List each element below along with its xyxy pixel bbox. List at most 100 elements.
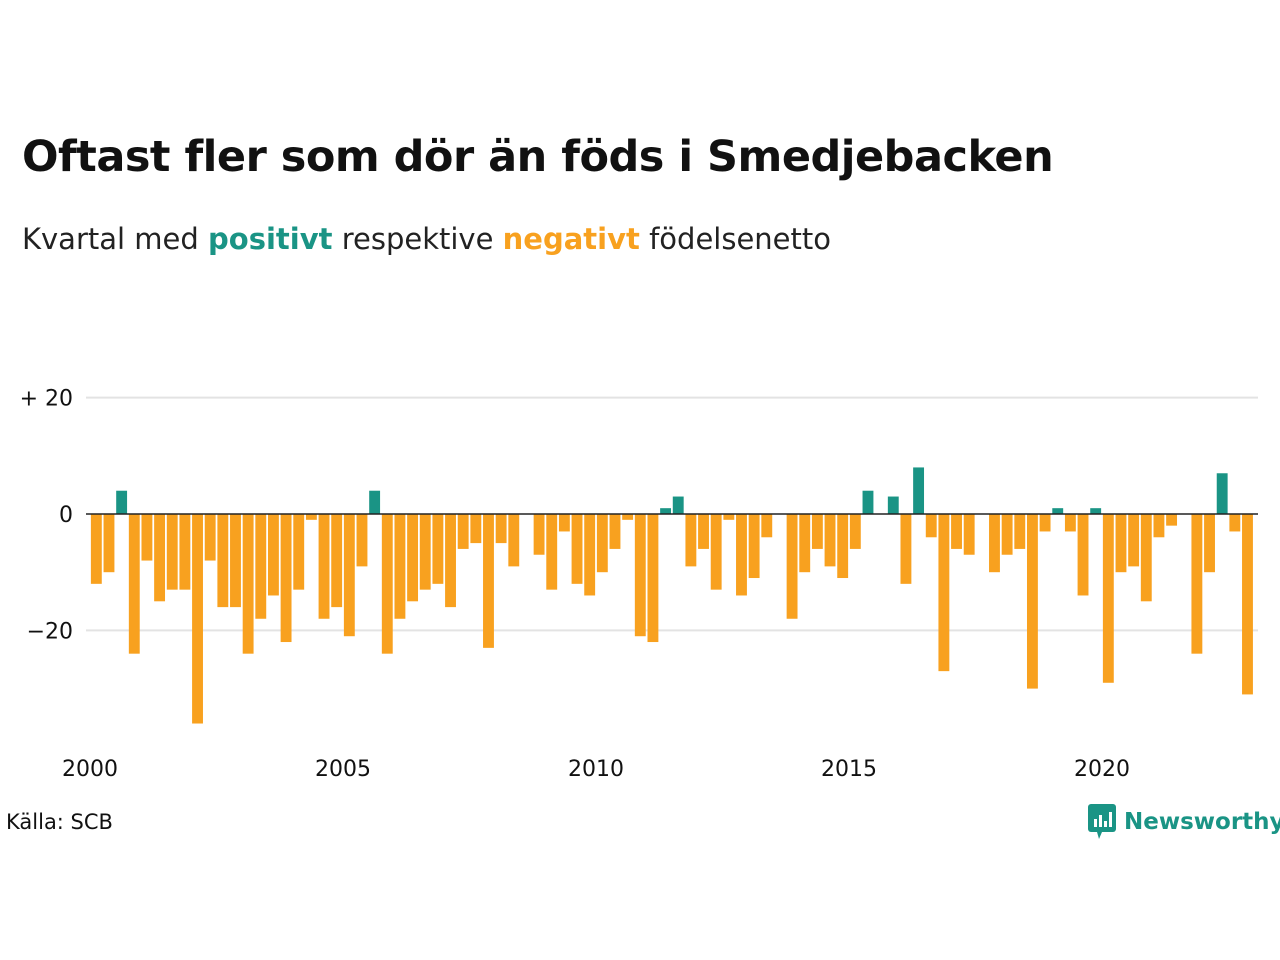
bar bbox=[887, 496, 899, 514]
x-tick-label: 2010 bbox=[568, 757, 624, 782]
y-tick-label: 0 bbox=[59, 503, 73, 528]
bar bbox=[660, 508, 672, 514]
bar bbox=[103, 514, 115, 573]
bar bbox=[609, 514, 621, 549]
bar bbox=[1216, 473, 1228, 514]
bar bbox=[546, 514, 558, 590]
bar bbox=[255, 514, 267, 619]
bar bbox=[558, 514, 570, 532]
subtitle-positive-word: positivt bbox=[208, 222, 333, 256]
bar bbox=[698, 514, 709, 549]
bar bbox=[293, 514, 305, 590]
bar bbox=[748, 514, 760, 579]
bar bbox=[811, 514, 823, 549]
bar bbox=[799, 514, 811, 573]
bar bbox=[1140, 514, 1152, 602]
x-tick-label: 2020 bbox=[1074, 757, 1130, 782]
bar bbox=[445, 514, 456, 608]
bar bbox=[723, 514, 735, 520]
bar bbox=[900, 514, 912, 584]
bar bbox=[1077, 514, 1089, 596]
bar bbox=[331, 514, 343, 608]
bar bbox=[925, 514, 937, 538]
bar bbox=[394, 514, 406, 619]
bar bbox=[938, 514, 950, 672]
bar bbox=[647, 514, 659, 643]
bar bbox=[672, 496, 684, 514]
bar bbox=[584, 514, 596, 596]
bar bbox=[407, 514, 419, 602]
bar bbox=[318, 514, 330, 619]
chart-subtitle: Kvartal med positivt respektive negativt… bbox=[22, 222, 831, 256]
bar bbox=[483, 514, 494, 648]
subtitle-suffix: födelsenetto bbox=[639, 222, 831, 256]
bar bbox=[824, 514, 836, 567]
bar bbox=[761, 514, 773, 538]
bar bbox=[1026, 514, 1038, 689]
chart-title: Oftast fler som dör än föds i Smedjeback… bbox=[22, 132, 1054, 182]
bar bbox=[457, 514, 469, 549]
bar bbox=[495, 514, 507, 544]
subtitle-prefix: Kvartal med bbox=[22, 222, 209, 256]
newsworthy-logo-icon bbox=[1088, 804, 1116, 839]
bar bbox=[419, 514, 431, 590]
y-tick-label: + 20 bbox=[20, 387, 73, 412]
bar bbox=[1052, 508, 1064, 514]
bar bbox=[596, 514, 608, 573]
bar bbox=[166, 514, 178, 590]
bar bbox=[90, 514, 102, 584]
bar bbox=[786, 514, 798, 619]
bar bbox=[634, 514, 646, 637]
bar bbox=[1191, 514, 1203, 654]
x-tick-label: 2005 bbox=[315, 757, 371, 782]
subtitle-negative-word: negativt bbox=[502, 222, 640, 256]
bar bbox=[141, 514, 153, 561]
bar bbox=[862, 490, 874, 514]
bar bbox=[837, 514, 849, 579]
brand-name: Newsworthy bbox=[1124, 809, 1280, 835]
brand-logo: Newsworthy bbox=[1088, 804, 1280, 840]
bar bbox=[305, 514, 317, 520]
bar bbox=[508, 514, 520, 567]
bar bbox=[989, 514, 1000, 573]
bar bbox=[951, 514, 962, 549]
bar bbox=[204, 514, 216, 561]
bar bbox=[913, 467, 925, 514]
subtitle-middle: respektive bbox=[332, 222, 503, 256]
bar bbox=[1115, 514, 1127, 573]
bar bbox=[710, 514, 722, 590]
bar bbox=[1090, 508, 1102, 514]
bar bbox=[1166, 514, 1178, 526]
bar bbox=[280, 514, 292, 643]
bar bbox=[432, 514, 444, 584]
bar bbox=[685, 514, 697, 567]
bar bbox=[1102, 514, 1114, 683]
bar bbox=[1128, 514, 1140, 567]
bar bbox=[267, 514, 279, 596]
bar bbox=[1064, 514, 1076, 532]
bar bbox=[116, 490, 128, 514]
bar bbox=[1014, 514, 1026, 549]
source-note: Källa: SCB bbox=[6, 810, 113, 834]
bar bbox=[470, 514, 482, 544]
bar bbox=[963, 514, 975, 555]
bar bbox=[1229, 514, 1241, 532]
x-tick-label: 2000 bbox=[62, 757, 118, 782]
bar bbox=[381, 514, 393, 654]
bar bbox=[1204, 514, 1215, 573]
bar bbox=[533, 514, 545, 555]
bar bbox=[192, 514, 203, 724]
bar bbox=[343, 514, 355, 637]
bar bbox=[736, 514, 747, 596]
bar bbox=[1039, 514, 1051, 532]
bar bbox=[622, 514, 634, 520]
bar bbox=[1001, 514, 1013, 555]
bar bbox=[571, 514, 583, 584]
bar bbox=[242, 514, 254, 654]
x-tick-label: 2015 bbox=[821, 757, 877, 782]
bar bbox=[1242, 514, 1253, 695]
bar bbox=[179, 514, 191, 590]
bar bbox=[217, 514, 229, 608]
bar bbox=[356, 514, 368, 567]
bar bbox=[1153, 514, 1165, 538]
